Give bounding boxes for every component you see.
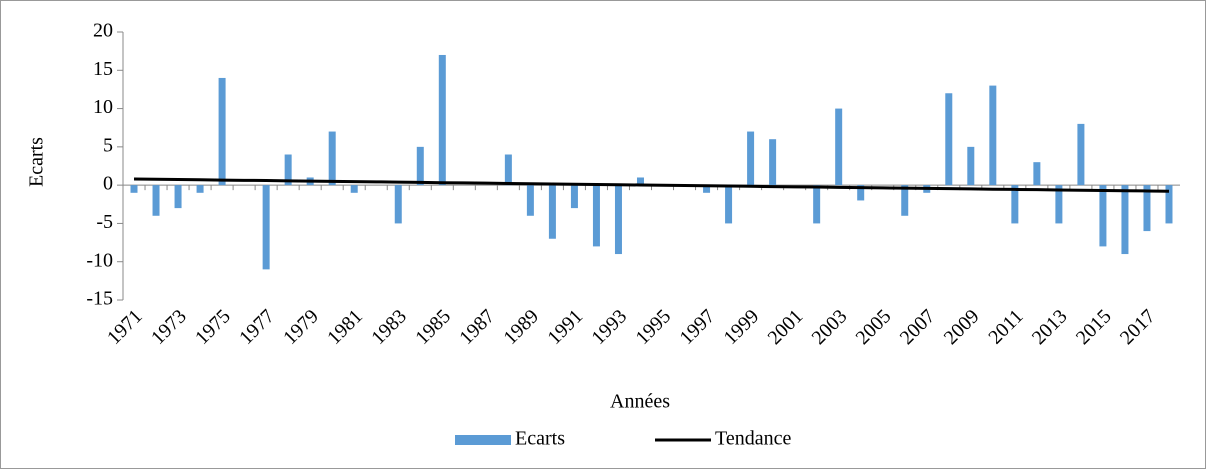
bar [152, 185, 160, 216]
y-axis-title: Ecarts [26, 137, 48, 187]
y-tick-label: 10 [93, 96, 113, 118]
bar [813, 185, 821, 224]
bar [394, 185, 402, 224]
bar [1143, 185, 1151, 232]
bar [1011, 185, 1019, 224]
bar [703, 185, 711, 193]
legend-swatch [455, 435, 511, 445]
bar [901, 185, 909, 216]
bar [1121, 185, 1129, 255]
y-tick-label: -15 [86, 288, 113, 310]
bar [967, 146, 975, 186]
bar [328, 131, 336, 186]
y-tick-label: 20 [93, 20, 113, 42]
legend-label: Ecarts [515, 428, 565, 450]
bar [284, 154, 292, 186]
bar [350, 185, 358, 193]
bar [769, 139, 777, 186]
bar [747, 131, 755, 186]
bar [570, 185, 578, 209]
trend-line [133, 177, 1170, 193]
bar [945, 93, 953, 186]
bar [196, 185, 204, 193]
bar [504, 154, 512, 186]
bar [835, 108, 843, 186]
x-axis-title: Années [610, 391, 670, 413]
bar [130, 185, 138, 193]
bar [1055, 185, 1063, 224]
y-tick-label: -10 [86, 249, 113, 271]
bar [592, 185, 600, 247]
bar [526, 185, 534, 216]
y-tick-label: -5 [96, 211, 113, 233]
bar [174, 185, 182, 209]
bar [548, 185, 556, 239]
bar [1099, 185, 1107, 247]
bar [725, 185, 733, 224]
y-tick-label: 0 [103, 173, 113, 195]
y-tick-label: 5 [103, 134, 113, 156]
bar [857, 185, 865, 201]
bar [614, 185, 622, 255]
bar [218, 77, 226, 186]
bar [636, 177, 644, 186]
bar [1165, 185, 1173, 224]
bar [1033, 162, 1041, 186]
bar [416, 146, 424, 186]
bar [989, 85, 997, 186]
bar [1077, 123, 1085, 186]
bar [262, 185, 270, 270]
legend-label: Tendance [715, 428, 791, 450]
bar [438, 54, 446, 186]
y-tick-label: 15 [93, 58, 113, 80]
